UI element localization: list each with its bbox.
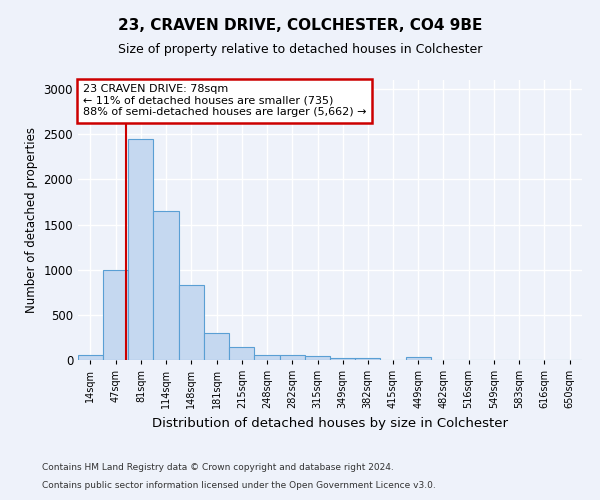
Bar xyxy=(254,355,280,360)
Bar xyxy=(305,356,331,360)
Text: Contains public sector information licensed under the Open Government Licence v3: Contains public sector information licen… xyxy=(42,481,436,490)
Text: Size of property relative to detached houses in Colchester: Size of property relative to detached ho… xyxy=(118,42,482,56)
Bar xyxy=(154,211,179,360)
Bar xyxy=(179,285,204,360)
Bar xyxy=(331,358,355,360)
Text: 23, CRAVEN DRIVE, COLCHESTER, CO4 9BE: 23, CRAVEN DRIVE, COLCHESTER, CO4 9BE xyxy=(118,18,482,32)
Bar xyxy=(78,354,103,360)
Y-axis label: Number of detached properties: Number of detached properties xyxy=(25,127,38,313)
Bar xyxy=(355,358,380,360)
Bar xyxy=(406,357,431,360)
Bar xyxy=(103,270,128,360)
Text: Contains HM Land Registry data © Crown copyright and database right 2024.: Contains HM Land Registry data © Crown c… xyxy=(42,464,394,472)
Bar xyxy=(229,347,254,360)
X-axis label: Distribution of detached houses by size in Colchester: Distribution of detached houses by size … xyxy=(152,416,508,430)
Bar xyxy=(204,333,229,360)
Bar xyxy=(128,138,154,360)
Text: 23 CRAVEN DRIVE: 78sqm
← 11% of detached houses are smaller (735)
88% of semi-de: 23 CRAVEN DRIVE: 78sqm ← 11% of detached… xyxy=(83,84,367,117)
Bar xyxy=(280,355,305,360)
